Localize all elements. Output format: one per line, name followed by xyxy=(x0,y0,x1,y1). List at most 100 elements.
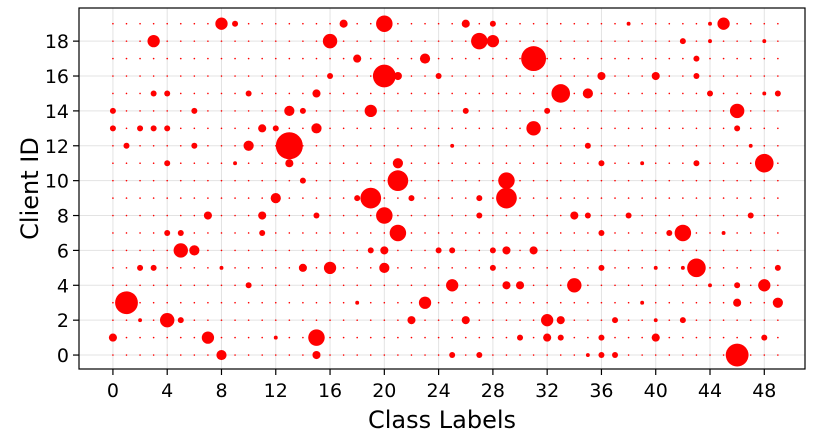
data-point xyxy=(626,21,631,26)
data-point-min xyxy=(600,197,603,199)
data-point-min xyxy=(139,144,141,147)
data-point-min xyxy=(532,354,535,356)
data-point-min xyxy=(546,284,548,287)
data-point xyxy=(258,211,267,220)
data-point-min xyxy=(654,214,657,217)
data-point-min xyxy=(519,197,521,199)
data-point-min xyxy=(288,232,291,234)
data-point-min xyxy=(166,267,169,269)
y-tick-label: 18 xyxy=(45,31,69,53)
data-point-min xyxy=(261,284,263,287)
data-point-min xyxy=(315,75,318,77)
data-point xyxy=(584,142,591,149)
data-point-min xyxy=(600,214,603,217)
data-point-min xyxy=(356,22,358,25)
data-point xyxy=(322,33,338,49)
data-point-min xyxy=(112,319,114,321)
data-point-min xyxy=(749,75,752,77)
data-point-min xyxy=(600,249,603,252)
data-point-min xyxy=(641,127,643,130)
data-point-min xyxy=(464,40,467,42)
data-point-min xyxy=(573,162,576,165)
data-point xyxy=(708,21,712,26)
data-point-min xyxy=(492,336,494,339)
data-point-min xyxy=(763,75,766,77)
data-point-min xyxy=(166,301,169,304)
data-point-min xyxy=(478,336,481,339)
data-point-min xyxy=(682,301,684,304)
data-point xyxy=(138,318,143,323)
data-point xyxy=(774,90,781,97)
data-point-min xyxy=(125,319,128,321)
data-point-min xyxy=(519,40,521,42)
data-point-min xyxy=(356,284,358,287)
data-point xyxy=(275,132,303,160)
data-point-min xyxy=(641,179,643,182)
data-point-min xyxy=(139,75,141,77)
data-point-min xyxy=(695,144,698,147)
data-point-min xyxy=(329,22,331,25)
data-point-min xyxy=(546,57,548,60)
data-point-min xyxy=(451,179,453,182)
data-point xyxy=(150,125,157,132)
data-point-min xyxy=(532,75,535,77)
data-point-min xyxy=(369,57,372,60)
data-point-min xyxy=(247,40,250,42)
data-point xyxy=(203,211,212,220)
data-point-min xyxy=(478,144,481,147)
data-point-min xyxy=(437,232,440,234)
data-point-min xyxy=(356,336,358,339)
data-point-min xyxy=(220,301,223,304)
data-point-min xyxy=(288,92,291,95)
data-point-min xyxy=(451,110,453,112)
data-point-min xyxy=(519,354,521,356)
data-point-min xyxy=(519,267,521,269)
data-point-min xyxy=(587,267,589,269)
data-point-min xyxy=(464,267,467,269)
data-point-min xyxy=(749,22,752,25)
data-point-min xyxy=(546,144,548,147)
data-point xyxy=(502,246,511,255)
data-point xyxy=(285,159,294,168)
data-point-min xyxy=(451,232,453,234)
data-point-min xyxy=(736,214,738,217)
data-point xyxy=(233,161,238,166)
data-point-min xyxy=(600,319,603,321)
data-point xyxy=(489,20,496,27)
data-point-min xyxy=(492,162,494,165)
data-point-min xyxy=(695,301,698,304)
data-point-min xyxy=(383,40,386,42)
data-point-min xyxy=(261,267,263,269)
data-point xyxy=(476,195,483,202)
data-point-min xyxy=(315,267,318,269)
data-point-min xyxy=(207,249,209,252)
data-point-min xyxy=(234,92,236,95)
data-point xyxy=(115,291,138,315)
data-point-min xyxy=(397,301,399,304)
data-point-min xyxy=(179,22,182,25)
data-point xyxy=(376,207,393,224)
data-point-min xyxy=(288,214,291,217)
data-point-min xyxy=(627,162,630,165)
data-point-min xyxy=(437,197,440,199)
data-point-min xyxy=(451,336,453,339)
data-point-min xyxy=(247,354,250,356)
data-point xyxy=(284,105,295,116)
data-point-min xyxy=(559,267,562,269)
data-point-min xyxy=(234,354,236,356)
data-point-min xyxy=(682,249,684,252)
data-point-min xyxy=(478,127,481,130)
y-tick-label: 8 xyxy=(57,206,69,228)
data-point-min xyxy=(139,301,141,304)
data-point-min xyxy=(519,75,521,77)
data-point-min xyxy=(125,92,128,95)
data-point-min xyxy=(410,179,413,182)
data-point-min xyxy=(410,249,413,252)
data-point xyxy=(734,282,741,289)
data-point-min xyxy=(342,92,345,95)
data-point-min xyxy=(736,144,738,147)
data-point-min xyxy=(505,40,508,42)
data-point-min xyxy=(749,249,752,252)
data-point xyxy=(137,264,144,271)
data-point-min xyxy=(627,75,630,77)
